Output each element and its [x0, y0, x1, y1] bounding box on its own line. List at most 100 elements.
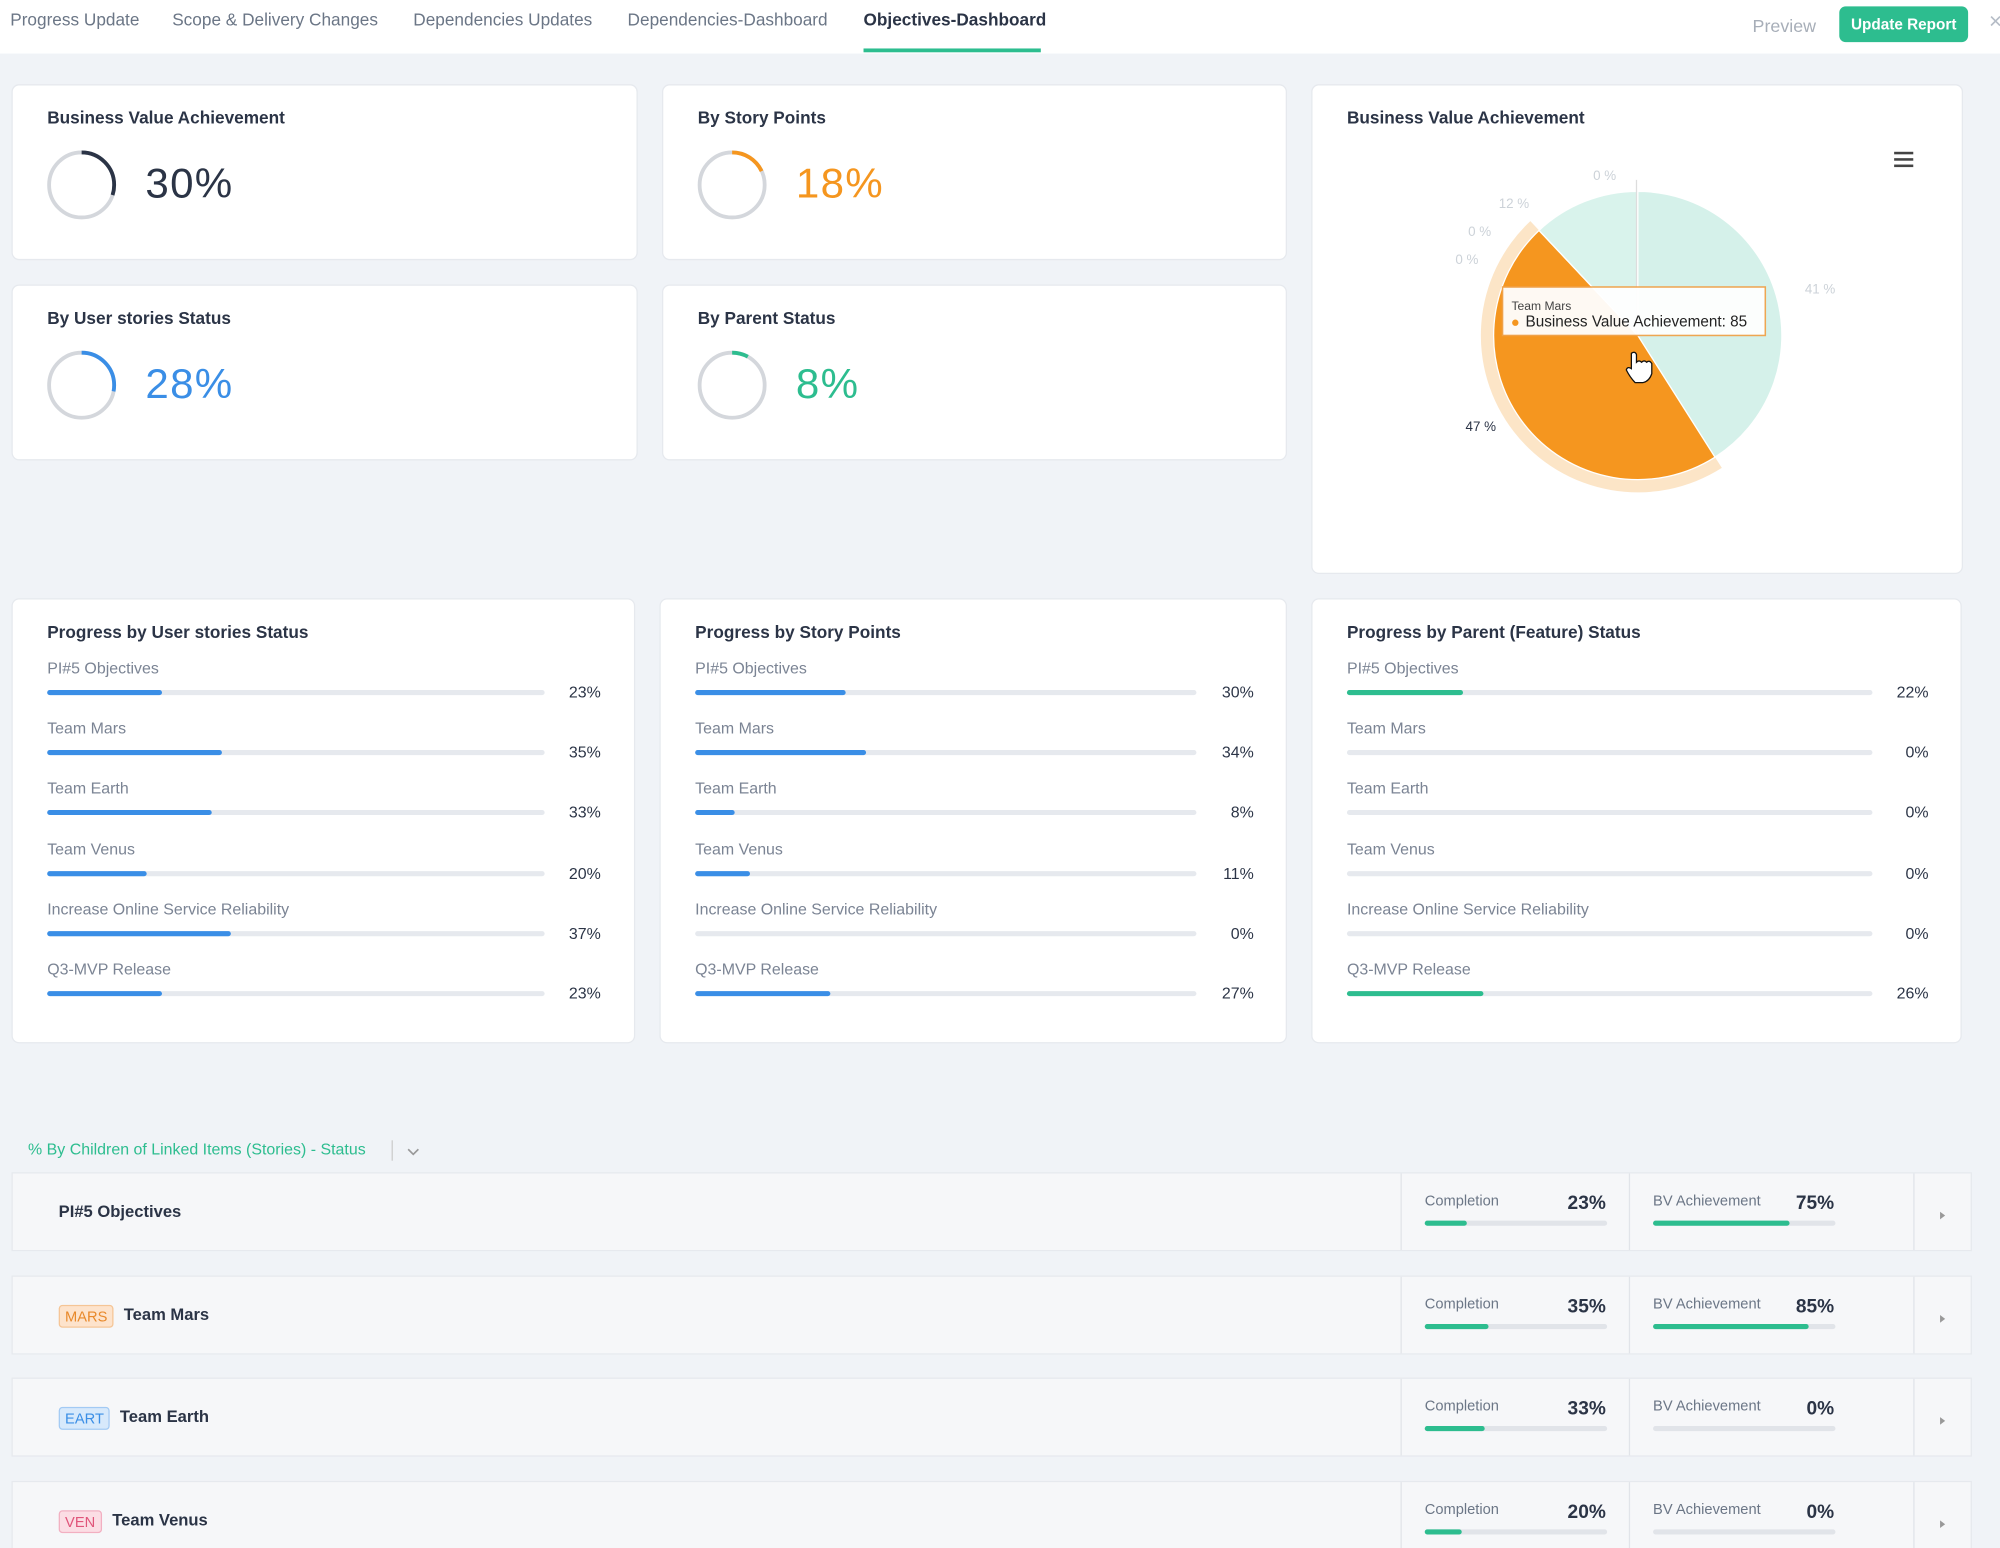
- close-icon[interactable]: [1985, 5, 2000, 38]
- row-name: Team Venus: [112, 1510, 208, 1530]
- bar-track: [47, 930, 545, 936]
- objective-row: PI#5 Objectives Completion 23% BV Achieveme…: [11, 1172, 1972, 1252]
- expand-arrow[interactable]: [1936, 1514, 1949, 1529]
- ring-arc: [47, 350, 117, 420]
- kpi-card: Business Value Achievement 30%: [11, 84, 638, 261]
- metric-track: [1653, 1426, 1836, 1432]
- bar-fill: [47, 690, 162, 696]
- item-percent: 27%: [1221, 984, 1254, 1003]
- ring-arc: [47, 150, 117, 220]
- kpi-value: 8%: [795, 359, 860, 407]
- item-percent: 22%: [1896, 683, 1929, 702]
- kpi-title: By Story Points: [697, 108, 826, 128]
- bar-fill: [47, 991, 162, 997]
- row-divider: [1400, 1482, 1402, 1548]
- item-percent: 37%: [568, 924, 601, 943]
- bar-fill: [1346, 991, 1484, 997]
- nav-tab[interactable]: Dependencies Updates: [413, 10, 593, 30]
- tab-underline: [863, 48, 1041, 53]
- bar-fill: [1346, 690, 1463, 696]
- pie-card: Business Value Achievement 41 % 47 % 0 % 0 %…: [1311, 84, 1964, 574]
- separator: [391, 1140, 393, 1161]
- item-percent: 23%: [568, 984, 601, 1003]
- kpi-title: Business Value Achievement: [47, 108, 285, 128]
- nav-tab[interactable]: Objectives-Dashboard: [863, 10, 1047, 30]
- item-label: PI#5 Objectives: [695, 659, 807, 678]
- bar-fill: [47, 930, 232, 936]
- bar-track: [1346, 870, 1873, 876]
- row-divider: [1913, 1379, 1915, 1456]
- item-percent: 20%: [568, 864, 601, 883]
- arrow-glyph: [1940, 1520, 1946, 1529]
- bar-fill: [695, 991, 831, 997]
- arrow-svg: [1940, 1417, 1946, 1426]
- bar-track: [47, 991, 545, 997]
- arrow-glyph: [1940, 1211, 1946, 1220]
- slice-label: 41 %: [1805, 281, 1836, 296]
- row-divider: [1400, 1379, 1402, 1456]
- section-title[interactable]: % By Children of Linked Items (Stories) …: [28, 1140, 366, 1159]
- row-divider: [1913, 1276, 1915, 1353]
- expand-arrow[interactable]: [1936, 1205, 1949, 1220]
- menu-icon-bar: [1894, 158, 1914, 161]
- item-label: Q3-MVP Release: [47, 960, 171, 979]
- nav-tab[interactable]: Dependencies-Dashboard: [627, 10, 828, 30]
- expand-arrow[interactable]: [1936, 1308, 1949, 1323]
- kpi-value: 30%: [145, 159, 234, 207]
- bar-fill: [47, 870, 147, 876]
- progress-card: Progress by User stories Status PI#5 Obje…: [11, 598, 636, 1044]
- kpi-title: By Parent Status: [697, 308, 836, 328]
- kpi-card: By Parent Status 8%: [661, 284, 1287, 461]
- metric-value: 0%: [1806, 1501, 1835, 1524]
- team-tag: VEN: [58, 1510, 102, 1534]
- metric-value: 35%: [1567, 1295, 1606, 1318]
- arrow-svg: [1940, 1211, 1946, 1220]
- arrow-svg: [1940, 1520, 1946, 1529]
- bar-track: [1346, 930, 1873, 936]
- kpi-value: 18%: [795, 159, 885, 207]
- row-divider: [1913, 1173, 1915, 1250]
- metric-label: Completion: [1424, 1399, 1499, 1416]
- item-percent: 0%: [1230, 924, 1254, 943]
- metric-track: [1424, 1323, 1608, 1329]
- team-tag: MARS: [58, 1304, 114, 1328]
- nav-tab[interactable]: Scope & Delivery Changes: [172, 10, 378, 30]
- row-divider: [1400, 1173, 1402, 1250]
- arrow-svg: [1940, 1314, 1946, 1323]
- bar-track: [695, 991, 1197, 997]
- metric-track: [1424, 1529, 1608, 1535]
- chevron[interactable]: [404, 1143, 422, 1161]
- row-divider: [1913, 1482, 1915, 1548]
- metric-fill: [1424, 1220, 1467, 1226]
- item-label: Team Venus: [1346, 840, 1435, 858]
- progress-title: Progress by Story Points: [695, 622, 901, 642]
- item-label: Q3-MVP Release: [695, 960, 819, 979]
- close-x: [1990, 15, 2000, 27]
- item-label: Team Venus: [47, 840, 135, 858]
- metric-label: Completion: [1424, 1193, 1499, 1210]
- nav-tab[interactable]: Progress Update: [10, 10, 140, 30]
- metric-label: Completion: [1424, 1296, 1499, 1313]
- kpi-ring: [47, 150, 117, 220]
- preview-link[interactable]: Preview: [1752, 15, 1817, 36]
- update-button[interactable]: Update Report: [1839, 6, 1969, 43]
- item-label: Team Earth: [47, 779, 129, 798]
- expand-arrow[interactable]: [1936, 1411, 1949, 1426]
- item-label: Q3-MVP Release: [1346, 960, 1471, 979]
- row-divider: [1628, 1379, 1631, 1456]
- metric-label: BV Achievement: [1653, 1296, 1761, 1313]
- tooltip-box: [1501, 286, 1767, 337]
- item-percent: 8%: [1230, 804, 1254, 822]
- metric-track: [1653, 1529, 1836, 1535]
- slice-label: 0 %: [1468, 224, 1491, 239]
- slice-label: 12 %: [1499, 196, 1530, 211]
- kpi-value: 28%: [145, 359, 234, 407]
- metric-value: 23%: [1567, 1192, 1606, 1215]
- bar-track: [1346, 690, 1873, 696]
- objective-row: MARS Team Mars Completion 35% BV Achievement…: [11, 1275, 1972, 1355]
- bar-track: [47, 750, 545, 756]
- kpi-card: By User stories Status 28%: [11, 284, 638, 461]
- bar-track: [47, 690, 545, 696]
- metric-fill: [1424, 1426, 1485, 1432]
